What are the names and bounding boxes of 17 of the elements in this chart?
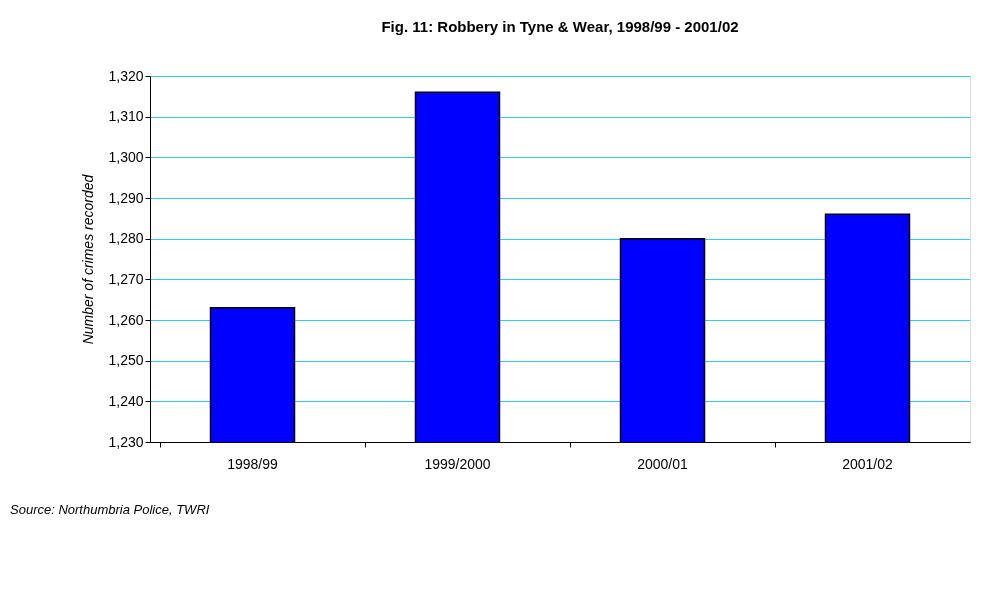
y-tick-label: 1,240	[108, 392, 144, 409]
x-tick-label: 2000/01	[637, 455, 689, 472]
x-tick-label: 2001/02	[842, 455, 894, 472]
y-axis-title: Number of crimes recorded	[80, 173, 97, 345]
x-tick-label: 1998/99	[227, 455, 279, 472]
y-tick-label: 1,250	[108, 352, 144, 369]
chart-title: Fig. 11: Robbery in Tyne & Wear, 1998/99 - 2001/02	[381, 18, 739, 35]
y-tick-label: 1,260	[108, 311, 144, 328]
y-tick-label: 1,310	[108, 108, 144, 125]
source-note: Source: Northumbria Police, TWRI	[10, 502, 210, 517]
y-tick-label: 1,300	[108, 148, 144, 165]
y-tick-label: 1,230	[108, 433, 144, 450]
x-tick-label: 1999/2000	[424, 455, 491, 472]
y-tick-label: 1,290	[108, 189, 144, 206]
y-tick-label: 1,270	[108, 270, 144, 287]
y-tick-label: 1,320	[108, 67, 144, 84]
y-tick-label: 1,280	[108, 230, 144, 247]
